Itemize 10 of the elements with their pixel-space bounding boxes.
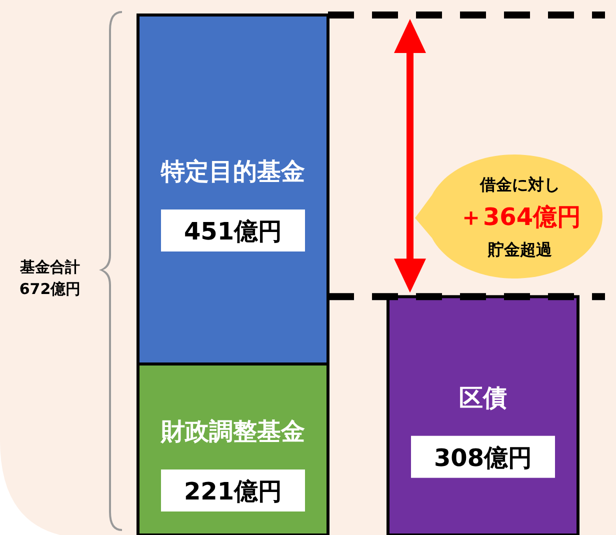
annotation: ＋364億円 bbox=[458, 203, 582, 231]
series-label: 区債 bbox=[459, 384, 507, 412]
data-label: 451億円 bbox=[184, 217, 282, 246]
series-label: 財政調整基金 bbox=[160, 417, 305, 446]
series-label: 特定目的基金 bbox=[160, 157, 305, 186]
data-label: 221億円 bbox=[184, 477, 282, 506]
annotation: 借金に対し bbox=[479, 175, 560, 194]
data-label: 308億円 bbox=[434, 444, 532, 472]
annotation: 基金合計 672億円 bbox=[19, 258, 81, 298]
annotation: 貯金超過 bbox=[487, 240, 553, 259]
